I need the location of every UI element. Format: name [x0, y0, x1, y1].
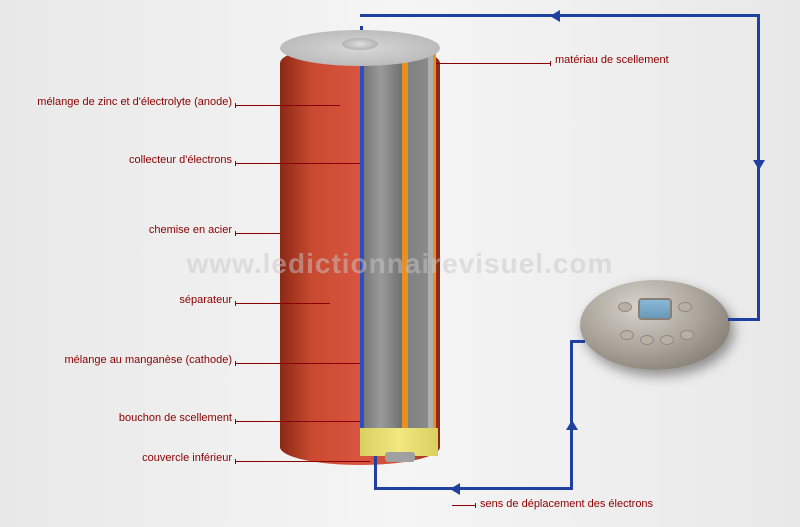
label-electron-flow: sens de déplacement des électrons: [480, 498, 653, 510]
leader-tick: [235, 361, 236, 366]
leader-line: [235, 303, 330, 304]
circuit-line: [374, 487, 573, 490]
label-jacket: chemise en acier: [143, 224, 232, 236]
leader-line: [235, 233, 280, 234]
cd-player-device: [580, 280, 730, 375]
label-cathode: mélange au manganèse (cathode): [49, 354, 232, 366]
bottom-cap-layer: [385, 452, 415, 462]
leader-line: [235, 461, 370, 462]
label-sealing-material: matériau de scellement: [555, 54, 669, 66]
leader-tick: [235, 419, 236, 424]
arrow-head-icon: [550, 10, 560, 22]
arrow-head-icon: [753, 160, 765, 170]
circuit-line: [570, 340, 573, 490]
device-button: [620, 330, 634, 340]
leader-tick: [550, 61, 551, 66]
device-button: [660, 335, 674, 345]
leader-tick: [475, 503, 476, 508]
leader-tick: [235, 301, 236, 306]
label-anode: mélange de zinc et d'électrolyte (anode): [30, 96, 232, 108]
device-button: [680, 330, 694, 340]
leader-line: [433, 63, 550, 64]
label-collector: collecteur d'électrons: [123, 154, 232, 166]
leader-tick: [235, 103, 236, 108]
battery-cutaway: [360, 48, 442, 462]
circuit-line: [360, 14, 760, 17]
leader-line: [452, 505, 475, 506]
anode-layer: [360, 57, 402, 439]
leader-tick: [235, 459, 236, 464]
device-button: [640, 335, 654, 345]
collector-layer: [360, 54, 364, 446]
arrow-head-icon: [566, 420, 578, 430]
leader-tick: [235, 231, 236, 236]
device-button: [618, 302, 632, 312]
label-separator: séparateur: [174, 294, 232, 306]
leader-tick: [235, 161, 236, 166]
leader-line: [235, 421, 370, 422]
label-bottom-cover: couvercle inférieur: [133, 452, 232, 464]
device-body: [580, 280, 730, 370]
device-button: [678, 302, 692, 312]
leader-line: [235, 105, 340, 106]
circuit-line: [728, 318, 760, 321]
label-seal-plug: bouchon de scellement: [110, 412, 232, 424]
battery-positive-terminal: [342, 38, 378, 50]
arrow-head-icon: [450, 483, 460, 495]
device-screen: [638, 298, 672, 320]
battery-diagram: [275, 30, 445, 470]
leader-line: [235, 163, 362, 164]
